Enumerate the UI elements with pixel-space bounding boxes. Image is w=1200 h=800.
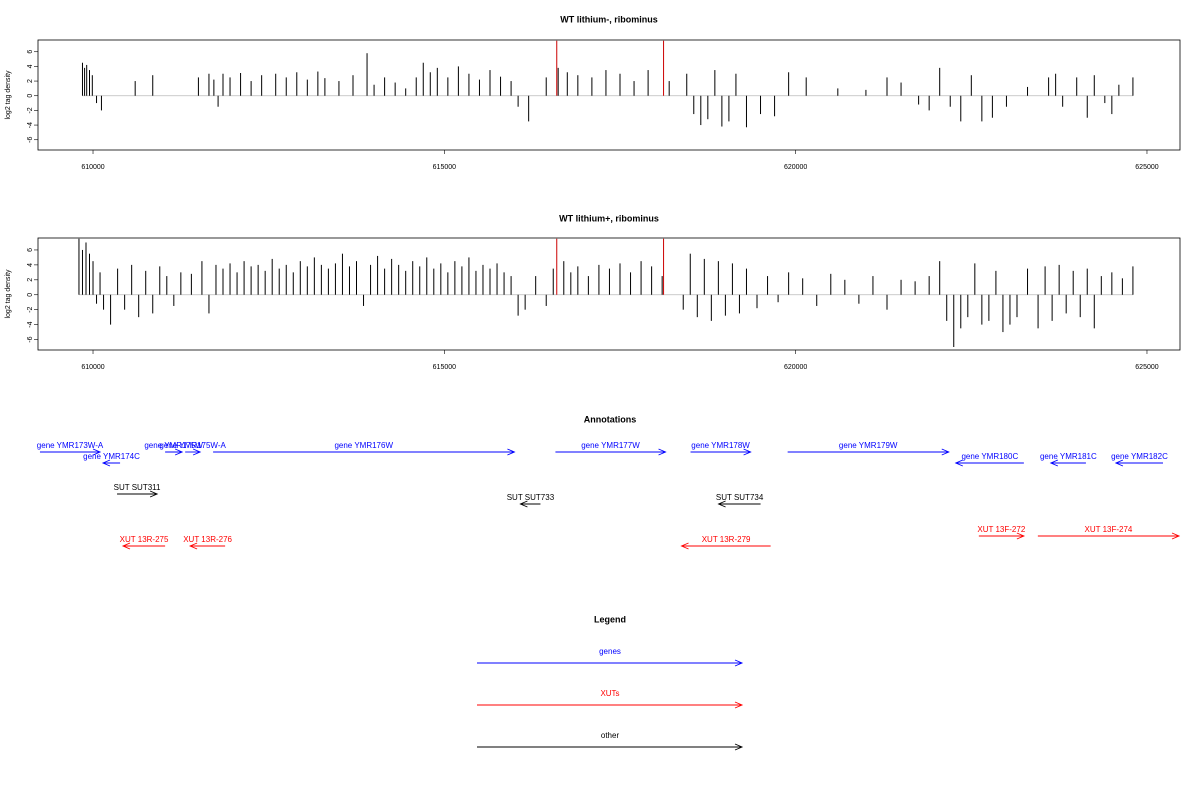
feature-arrow: [1037, 532, 1181, 540]
feature-arrow: [188, 542, 226, 550]
x-tick-label: 625000: [1135, 164, 1158, 171]
feature-arrow: [690, 448, 752, 456]
feature-arrow: [165, 448, 184, 456]
feature-label: gene YMR178W: [691, 441, 750, 450]
arrow-head: [188, 542, 198, 550]
arrow-head: [743, 448, 752, 456]
feature-arrow: [1049, 459, 1086, 467]
x-tick-label: 615000: [433, 164, 456, 171]
feature-arrow: [555, 448, 667, 456]
arrow-head: [954, 459, 963, 467]
feature-label: SUT SUT733: [507, 493, 555, 502]
y-tick-label: 6: [27, 248, 34, 252]
feature-label: XUT 13F-272: [977, 525, 1025, 534]
legend-label: genes: [599, 647, 621, 656]
legend-arrow: [477, 659, 744, 667]
arrow-head: [734, 659, 744, 667]
y-tick-label: 0: [27, 94, 34, 98]
arrow-head: [149, 490, 159, 498]
feature-arrow: [680, 542, 771, 550]
arrow-head: [941, 448, 950, 456]
arrow-head: [192, 448, 202, 456]
arrow-head: [507, 448, 516, 456]
feature-arrow: [213, 448, 516, 456]
y-axis-label: log2 tag density: [5, 70, 12, 120]
arrow-head: [734, 743, 744, 751]
arrow-head: [92, 448, 102, 456]
feature-arrow: [101, 459, 121, 467]
feature-label: SUT SUT734: [716, 493, 764, 502]
feature-arrow: [39, 448, 102, 456]
y-tick-label: 4: [27, 263, 34, 267]
arrow-head: [1114, 459, 1124, 467]
feature-arrow: [519, 500, 541, 508]
feature-arrow: [954, 459, 1024, 467]
feature-arrow: [717, 500, 761, 508]
y-tick-label: 6: [27, 50, 34, 54]
arrow-head: [658, 448, 667, 456]
x-tick-label: 615000: [433, 364, 456, 371]
y-tick-label: -2: [27, 306, 34, 312]
legend-label: XUTs: [600, 689, 619, 698]
feature-label: gene YMR175W-A: [159, 441, 226, 450]
arrow-head: [1171, 532, 1181, 540]
feature-label: XUT 13F-274: [1084, 525, 1132, 534]
y-tick-label: 2: [27, 278, 34, 282]
feature-arrow: [121, 542, 166, 550]
feature-arrow: [117, 490, 159, 498]
y-tick-label: -6: [27, 336, 34, 342]
plot-frame: [37, 39, 1181, 151]
feature-label: XUT 13R-279: [702, 535, 751, 544]
feature-label: gene YMR179W: [839, 441, 898, 450]
feature-label: XUT 13R-275: [120, 535, 169, 544]
feature-arrow: [978, 532, 1026, 540]
legend-arrow: [477, 701, 744, 709]
arrow-head: [174, 448, 184, 456]
y-tick-label: -4: [27, 321, 34, 327]
legend-label: other: [601, 731, 620, 740]
legend-title: Legend: [594, 614, 626, 624]
arrow-head: [717, 500, 726, 508]
y-tick-label: 0: [27, 293, 34, 297]
plot-frame: [37, 237, 1181, 351]
feature-arrow: [787, 448, 950, 456]
arrow-head: [101, 459, 111, 467]
feature-label: gene YMR175W: [144, 441, 203, 450]
feature-label: gene YMR176W: [334, 441, 393, 450]
feature-label: gene YMR182C: [1111, 452, 1168, 461]
y-tick-label: 4: [27, 64, 34, 68]
x-tick-label: 620000: [784, 364, 807, 371]
arrow-head: [1016, 532, 1026, 540]
y-tick-label: -4: [27, 122, 34, 128]
annotations-title: Annotations: [584, 414, 637, 424]
arrow-head: [734, 701, 744, 709]
feature-label: gene YMR177W: [581, 441, 640, 450]
y-tick-label: -2: [27, 107, 34, 113]
feature-label: gene YMR180C: [961, 452, 1018, 461]
arrow-head: [519, 500, 528, 508]
feature-label: gene YMR173W-A: [37, 441, 104, 450]
chart-title: WT lithium-, ribominus: [560, 14, 658, 24]
feature-arrow: [1114, 459, 1163, 467]
x-tick-label: 610000: [81, 364, 104, 371]
x-tick-label: 610000: [81, 164, 104, 171]
feature-label: gene YMR174C: [83, 452, 140, 461]
y-tick-label: -6: [27, 137, 34, 143]
feature-label: SUT SUT311: [114, 483, 161, 492]
chart-title: WT lithium+, ribominus: [559, 213, 659, 223]
feature-arrow: [185, 448, 202, 456]
arrow-head: [1049, 459, 1059, 467]
arrow-head: [680, 542, 689, 550]
feature-label: gene YMR181C: [1040, 452, 1097, 461]
y-axis-label: log2 tag density: [5, 269, 12, 319]
arrow-head: [121, 542, 131, 550]
legend-arrow: [477, 743, 744, 751]
y-tick-label: 2: [27, 79, 34, 83]
feature-label: XUT 13R-276: [183, 535, 232, 544]
x-tick-label: 620000: [784, 164, 807, 171]
x-tick-label: 625000: [1135, 364, 1158, 371]
